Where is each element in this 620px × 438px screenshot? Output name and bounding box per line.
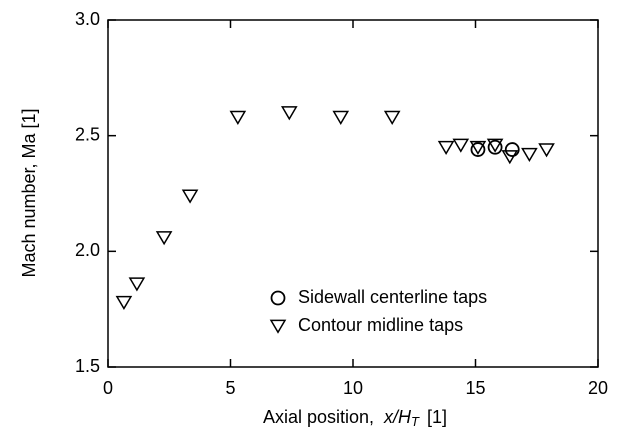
legend-marker (270, 290, 286, 306)
y-tick-label: 1.5 (75, 356, 100, 376)
x-label-var: x/H (383, 407, 412, 427)
x-tick-label: 10 (343, 378, 363, 398)
point (486, 138, 504, 153)
point (155, 231, 173, 246)
x-tick-label: 0 (103, 378, 113, 398)
point (280, 106, 298, 121)
y-axis-label: Mach number, Ma [1] (19, 108, 39, 277)
legend-label: Contour midline taps (298, 315, 463, 335)
point (504, 142, 520, 157)
point (487, 139, 503, 155)
legend-marker (269, 319, 287, 334)
x-label-text: Axial position, (263, 407, 374, 427)
point (332, 110, 350, 125)
point (437, 140, 455, 156)
point (538, 143, 555, 158)
point (229, 110, 247, 125)
y-tick-label: 3.0 (75, 9, 100, 29)
legend-label: Sidewall centerline taps (298, 287, 487, 307)
point (115, 295, 133, 311)
x-tick-label: 5 (225, 378, 235, 398)
x-label-unit: [1] (427, 407, 447, 427)
point (469, 140, 487, 156)
x-tick-label: 20 (588, 378, 608, 398)
y-tick-label: 2.0 (75, 240, 100, 260)
x-tick-label: 15 (465, 378, 485, 398)
point (128, 277, 146, 292)
point (383, 110, 401, 125)
y-tick-label: 2.5 (75, 124, 100, 144)
point (181, 189, 199, 204)
point (452, 138, 470, 153)
x-axis-label: Axial position, x/HT [1] (263, 407, 447, 430)
point (501, 150, 519, 165)
x-label-sub: T (411, 414, 420, 429)
point (521, 147, 538, 162)
point (470, 142, 486, 157)
